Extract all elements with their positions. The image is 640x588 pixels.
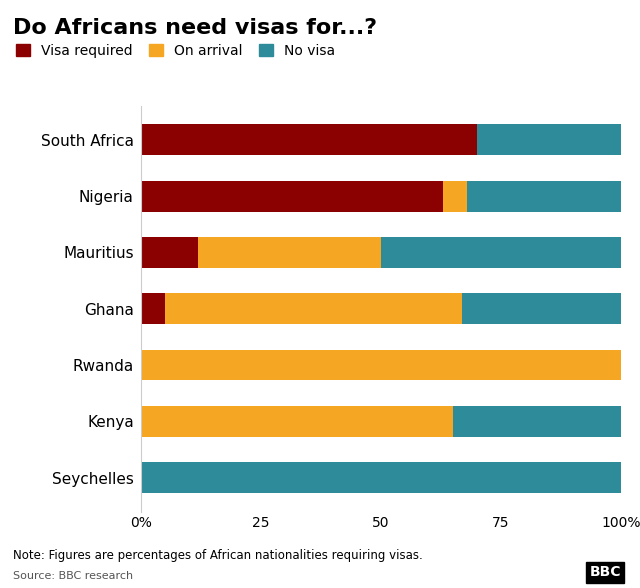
Bar [453, 406, 621, 437]
Bar [141, 293, 165, 324]
Bar [462, 293, 621, 324]
Bar [477, 124, 621, 155]
Bar [198, 237, 381, 268]
Bar [165, 293, 462, 324]
Bar [381, 237, 621, 268]
Bar [467, 181, 621, 212]
Text: Source: BBC research: Source: BBC research [13, 571, 133, 581]
Bar [141, 181, 443, 212]
Text: Do Africans need visas for...?: Do Africans need visas for...? [13, 18, 377, 38]
Bar [141, 406, 453, 437]
Text: Note: Figures are percentages of African nationalities requiring visas.: Note: Figures are percentages of African… [13, 549, 422, 562]
Bar [141, 349, 621, 380]
Bar [443, 181, 467, 212]
Bar [141, 462, 621, 493]
Bar [141, 124, 477, 155]
Legend: Visa required, On arrival, No visa: Visa required, On arrival, No visa [16, 44, 335, 58]
Text: BBC: BBC [589, 565, 621, 579]
Bar [141, 237, 198, 268]
